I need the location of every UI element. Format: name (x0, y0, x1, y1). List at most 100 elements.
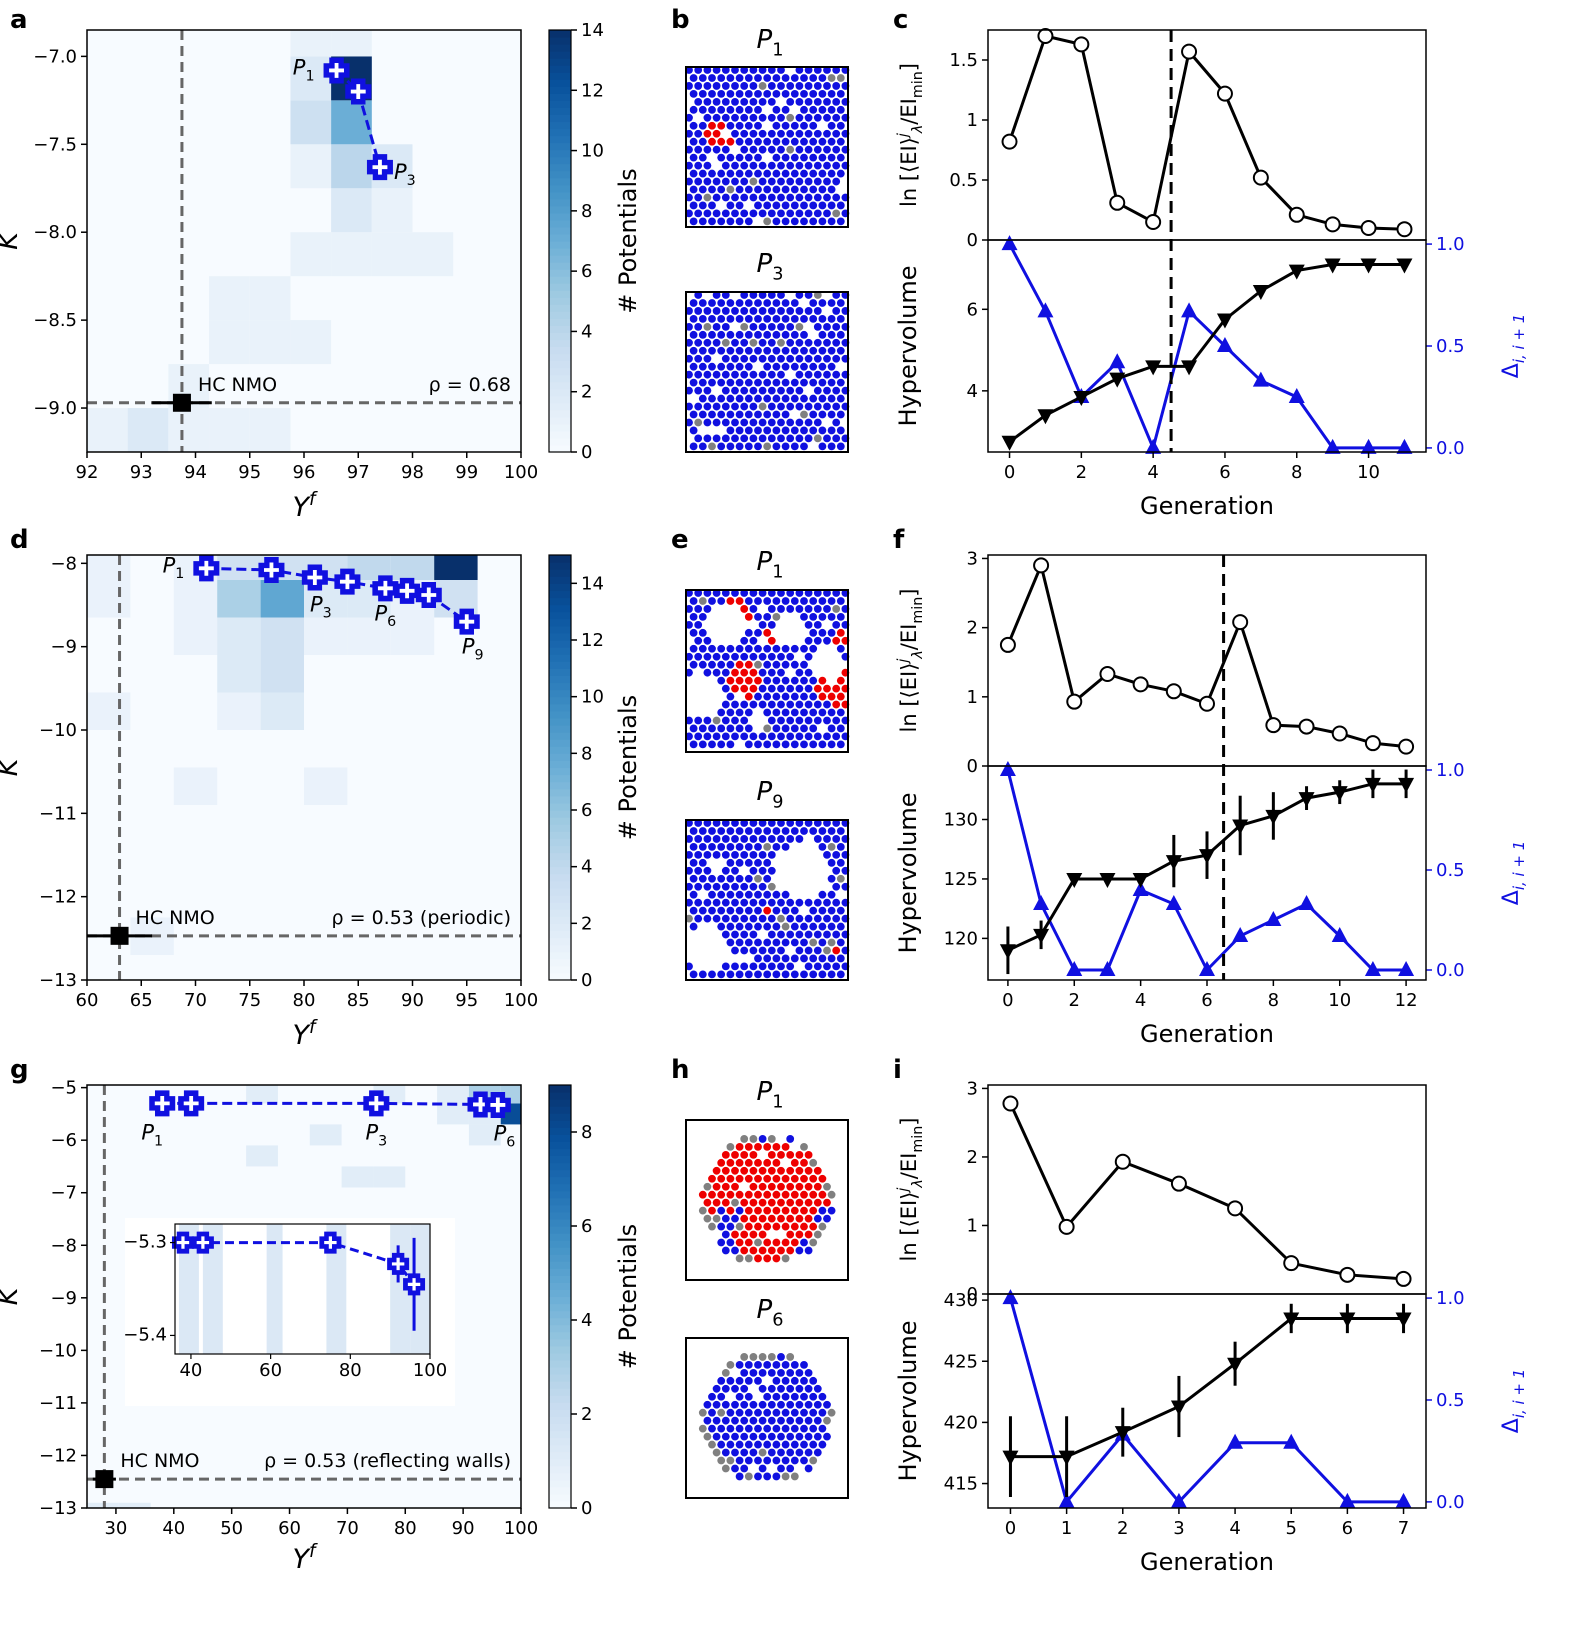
particle (754, 74, 762, 82)
particle (763, 442, 772, 451)
particle (754, 153, 762, 162)
particle (795, 418, 804, 427)
particle (795, 66, 804, 74)
particle (744, 74, 753, 82)
bottom-y-axis-label: Hypervolume (894, 792, 922, 953)
particle (708, 315, 716, 323)
particle (703, 434, 712, 443)
colorbar-segment (549, 746, 571, 754)
particle (735, 185, 744, 194)
heatmap-cell (434, 505, 477, 543)
particle (749, 1198, 758, 1207)
particle (721, 1384, 730, 1393)
colorbar-segment (549, 58, 571, 66)
particle (754, 692, 762, 701)
particle (735, 410, 744, 419)
particle (832, 914, 841, 923)
particle (813, 291, 822, 299)
particle (744, 137, 753, 146)
particle (754, 105, 762, 114)
particle (698, 724, 707, 733)
particle (698, 201, 707, 210)
colorbar-segment (549, 852, 571, 861)
particle (772, 105, 781, 114)
particle (804, 1166, 813, 1175)
particle (685, 129, 693, 138)
hypervolume-point (1114, 1426, 1131, 1442)
particle (754, 874, 762, 883)
particle (790, 315, 799, 323)
particle (749, 850, 758, 859)
particle (804, 620, 813, 629)
colorbar-segment (549, 668, 571, 677)
particle (685, 307, 693, 315)
heatmap-cell (331, 144, 372, 189)
particle (772, 1456, 781, 1465)
particle (754, 843, 762, 851)
colorbar-segment (549, 388, 571, 397)
particle (708, 299, 716, 307)
particle (721, 700, 730, 709)
reference-label: HC NMO (198, 374, 277, 396)
particle (685, 882, 693, 891)
particle (698, 442, 707, 451)
particle (781, 740, 790, 749)
ei-point (1252, 169, 1269, 186)
particle (777, 1150, 785, 1159)
particle (754, 394, 762, 403)
particle (749, 307, 758, 315)
colorbar-segment (549, 135, 571, 144)
particle (809, 1222, 818, 1231)
particle (698, 628, 707, 637)
particle (786, 129, 795, 138)
particle (795, 145, 804, 154)
particle (786, 418, 795, 427)
particle-layer (685, 819, 850, 979)
particle (689, 827, 698, 835)
x-tick-label: 65 (130, 990, 153, 1011)
snapshot-frame (685, 1337, 849, 1499)
particle (795, 161, 804, 170)
particle (698, 843, 707, 851)
particle (790, 90, 799, 98)
x-tick-label: 90 (401, 990, 424, 1011)
particle (685, 620, 693, 629)
particle (744, 426, 753, 435)
particle (735, 906, 744, 915)
particle (758, 732, 767, 741)
ei-point (1227, 1200, 1244, 1217)
particle (689, 74, 698, 82)
particle (754, 938, 762, 947)
particle (717, 1174, 726, 1183)
hypervolume-point (1232, 819, 1249, 835)
particle (823, 1198, 831, 1207)
x-tick-label: 3 (1173, 1518, 1184, 1539)
particle (703, 402, 712, 411)
line-panel-c: 00.511.5ln [⟨EI⟩jλ/EImin]460.00.51.0Hype… (894, 28, 1528, 520)
particle (790, 597, 799, 605)
particle (708, 362, 716, 371)
ei-point (1288, 206, 1305, 223)
particle (818, 843, 827, 851)
particle (818, 1424, 827, 1433)
particle (758, 850, 767, 859)
particle (726, 378, 735, 387)
particle (795, 914, 804, 923)
particle (698, 1424, 707, 1433)
particle (813, 589, 822, 597)
particle (804, 898, 813, 907)
colorbar-segment (549, 437, 571, 446)
heatmap-cell (347, 505, 390, 543)
colorbar-segment (549, 611, 571, 620)
particle (767, 402, 776, 411)
particle (744, 938, 753, 947)
particle (823, 684, 831, 693)
heatmap-cell (260, 617, 304, 655)
particle (735, 1158, 744, 1167)
particle (754, 1408, 762, 1417)
colorbar-segment (549, 248, 571, 256)
particle (767, 66, 776, 74)
particle (694, 97, 703, 106)
y-tick-label: 1 (967, 687, 978, 708)
